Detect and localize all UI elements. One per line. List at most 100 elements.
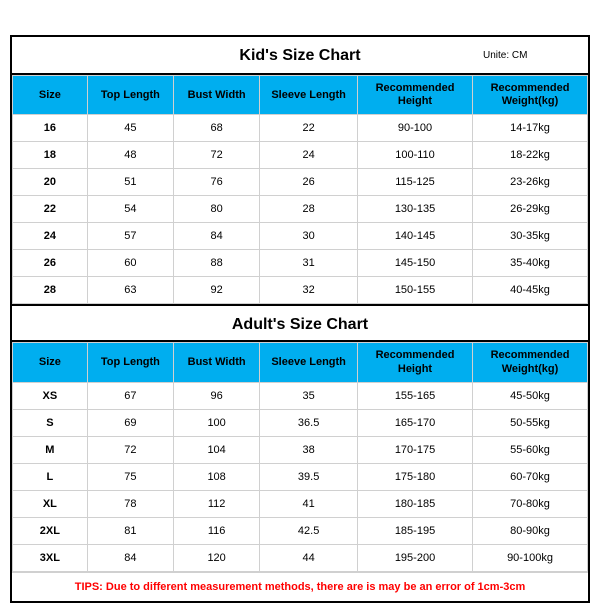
table-row: S6910036.5165-17050-55kg bbox=[13, 409, 588, 436]
cell: 38 bbox=[260, 436, 358, 463]
table-row: 24578430140-14530-35kg bbox=[13, 223, 588, 250]
col-top-length: Top Length bbox=[87, 76, 173, 115]
table-row: 2XL8111642.5185-19580-90kg bbox=[13, 517, 588, 544]
cell: M bbox=[13, 436, 88, 463]
cell: 30-35kg bbox=[473, 223, 588, 250]
cell: 69 bbox=[87, 409, 173, 436]
cell: 116 bbox=[174, 517, 260, 544]
cell: 145-150 bbox=[358, 250, 473, 277]
cell: 84 bbox=[87, 544, 173, 571]
col-size: Size bbox=[13, 76, 88, 115]
cell: 67 bbox=[87, 382, 173, 409]
cell: 28 bbox=[13, 277, 88, 304]
cell: 60-70kg bbox=[473, 463, 588, 490]
table-row: 20517626115-12523-26kg bbox=[13, 169, 588, 196]
cell: 96 bbox=[174, 382, 260, 409]
cell: 165-170 bbox=[358, 409, 473, 436]
cell: 18-22kg bbox=[473, 142, 588, 169]
cell: 185-195 bbox=[358, 517, 473, 544]
cell: 115-125 bbox=[358, 169, 473, 196]
cell: 195-200 bbox=[358, 544, 473, 571]
cell: 180-185 bbox=[358, 490, 473, 517]
cell: 44 bbox=[260, 544, 358, 571]
cell: 130-135 bbox=[358, 196, 473, 223]
table-row: 28639232150-15540-45kg bbox=[13, 277, 588, 304]
cell: 39.5 bbox=[260, 463, 358, 490]
cell: 68 bbox=[174, 115, 260, 142]
cell: 42.5 bbox=[260, 517, 358, 544]
table-row: 22548028130-13526-29kg bbox=[13, 196, 588, 223]
table-row: 1645682290-10014-17kg bbox=[13, 115, 588, 142]
cell: 3XL bbox=[13, 544, 88, 571]
cell: 16 bbox=[13, 115, 88, 142]
kids-title: Kid's Size Chart bbox=[117, 37, 483, 73]
cell: 155-165 bbox=[358, 382, 473, 409]
cell: 24 bbox=[13, 223, 88, 250]
cell: 78 bbox=[87, 490, 173, 517]
cell: 31 bbox=[260, 250, 358, 277]
cell: 112 bbox=[174, 490, 260, 517]
cell: 30 bbox=[260, 223, 358, 250]
cell: 57 bbox=[87, 223, 173, 250]
col-sleeve-length: Sleeve Length bbox=[260, 76, 358, 115]
col-rec-height: Recommended Height bbox=[358, 343, 473, 382]
cell: 40-45kg bbox=[473, 277, 588, 304]
cell: 28 bbox=[260, 196, 358, 223]
cell: 26-29kg bbox=[473, 196, 588, 223]
cell: 72 bbox=[87, 436, 173, 463]
cell: S bbox=[13, 409, 88, 436]
adults-header-row: Size Top Length Bust Width Sleeve Length… bbox=[13, 343, 588, 382]
cell: 22 bbox=[13, 196, 88, 223]
cell: 36.5 bbox=[260, 409, 358, 436]
cell: 45 bbox=[87, 115, 173, 142]
col-rec-weight: Recommended Weight(kg) bbox=[473, 76, 588, 115]
cell: 26 bbox=[260, 169, 358, 196]
cell: 100-110 bbox=[358, 142, 473, 169]
cell: 22 bbox=[260, 115, 358, 142]
cell: 104 bbox=[174, 436, 260, 463]
cell: 80 bbox=[174, 196, 260, 223]
cell: 45-50kg bbox=[473, 382, 588, 409]
title-spacer bbox=[483, 306, 588, 340]
cell: 75 bbox=[87, 463, 173, 490]
cell: 24 bbox=[260, 142, 358, 169]
col-top-length: Top Length bbox=[87, 343, 173, 382]
cell: 92 bbox=[174, 277, 260, 304]
cell: 100 bbox=[174, 409, 260, 436]
table-row: 26608831145-15035-40kg bbox=[13, 250, 588, 277]
table-row: L7510839.5175-18060-70kg bbox=[13, 463, 588, 490]
adults-title: Adult's Size Chart bbox=[117, 306, 483, 340]
cell: 88 bbox=[174, 250, 260, 277]
table-row: XS679635155-16545-50kg bbox=[13, 382, 588, 409]
size-chart-wrapper: Kid's Size Chart Unite: CM Size Top Leng… bbox=[0, 0, 600, 600]
cell: 108 bbox=[174, 463, 260, 490]
cell: 48 bbox=[87, 142, 173, 169]
cell: 35 bbox=[260, 382, 358, 409]
cell: 80-90kg bbox=[473, 517, 588, 544]
cell: 26 bbox=[13, 250, 88, 277]
cell: L bbox=[13, 463, 88, 490]
kids-table: Size Top Length Bust Width Sleeve Length… bbox=[12, 75, 588, 304]
kids-title-row: Kid's Size Chart Unite: CM bbox=[12, 37, 588, 75]
cell: 90-100kg bbox=[473, 544, 588, 571]
cell: 20 bbox=[13, 169, 88, 196]
cell: 175-180 bbox=[358, 463, 473, 490]
size-chart-container: Kid's Size Chart Unite: CM Size Top Leng… bbox=[10, 35, 590, 603]
cell: 84 bbox=[174, 223, 260, 250]
col-bust-width: Bust Width bbox=[174, 76, 260, 115]
cell: 18 bbox=[13, 142, 88, 169]
cell: 23-26kg bbox=[473, 169, 588, 196]
cell: 90-100 bbox=[358, 115, 473, 142]
col-rec-height: Recommended Height bbox=[358, 76, 473, 115]
cell: 76 bbox=[174, 169, 260, 196]
cell: 35-40kg bbox=[473, 250, 588, 277]
cell: 150-155 bbox=[358, 277, 473, 304]
table-row: M7210438170-17555-60kg bbox=[13, 436, 588, 463]
title-spacer bbox=[12, 306, 117, 340]
cell: 140-145 bbox=[358, 223, 473, 250]
cell: 50-55kg bbox=[473, 409, 588, 436]
kids-header-row: Size Top Length Bust Width Sleeve Length… bbox=[13, 76, 588, 115]
col-bust-width: Bust Width bbox=[174, 343, 260, 382]
col-rec-weight: Recommended Weight(kg) bbox=[473, 343, 588, 382]
table-row: 3XL8412044195-20090-100kg bbox=[13, 544, 588, 571]
